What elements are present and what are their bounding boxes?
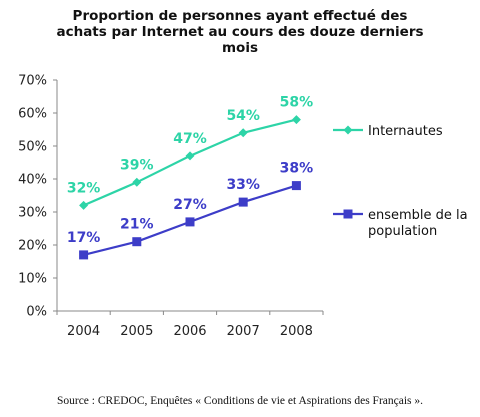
y-tick-label: 20% — [18, 239, 47, 254]
y-tick-label: 30% — [18, 206, 47, 221]
x-tick-label: 2008 — [280, 324, 313, 339]
y-tick-label: 60% — [18, 107, 47, 122]
data-point — [238, 128, 248, 138]
y-tick-label: 40% — [18, 173, 47, 188]
data-label: 39% — [120, 157, 154, 173]
data-label: 47% — [173, 131, 207, 147]
data-point — [185, 217, 195, 227]
data-label: 27% — [173, 197, 207, 213]
data-point — [132, 237, 142, 247]
source-note: Source : CREDOC, Enquêtes « Conditions d… — [56, 395, 424, 407]
chart-title: Proportion de personnes ayant effectué d… — [40, 8, 440, 56]
data-label: 54% — [226, 108, 260, 124]
data-point — [132, 177, 142, 187]
y-tick-label: 0% — [26, 305, 47, 320]
x-tick-label: 2004 — [67, 324, 100, 339]
legend-marker — [343, 209, 353, 219]
data-point — [291, 181, 301, 191]
data-point — [185, 151, 195, 161]
data-label: 33% — [226, 177, 260, 193]
legend-label: ensemble de la population — [368, 208, 468, 239]
chart-title-line-2: achats par Internet au cours des douze d… — [56, 24, 424, 40]
y-tick-label: 10% — [18, 272, 47, 287]
legend-label: Internautes — [368, 124, 443, 139]
data-point — [79, 200, 89, 210]
x-tick-label: 2006 — [173, 324, 206, 339]
x-tick-label: 2007 — [227, 324, 260, 339]
data-label: 32% — [67, 180, 101, 196]
data-label: 21% — [120, 217, 154, 233]
y-tick-label: 70% — [18, 74, 47, 89]
data-label: 17% — [67, 230, 101, 246]
y-tick-label: 50% — [18, 140, 47, 155]
legend-marker — [343, 125, 353, 135]
data-point — [238, 197, 248, 207]
x-tick-label: 2005 — [120, 324, 153, 339]
data-point — [291, 115, 301, 125]
chart-title-line-1: Proportion de personnes ayant effectué d… — [72, 8, 408, 24]
data-label: 38% — [280, 161, 314, 177]
data-label: 58% — [280, 95, 314, 111]
data-point — [79, 250, 89, 260]
chart-title-line-3: mois — [221, 40, 258, 56]
